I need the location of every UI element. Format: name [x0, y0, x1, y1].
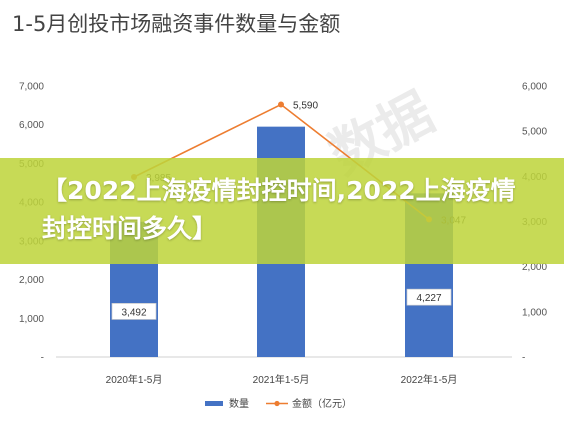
category-label: 2020年1-5月: [106, 373, 163, 386]
line-point-2: [278, 101, 284, 108]
legend-label: 数量: [229, 397, 249, 410]
legend-label: 金额（亿元）: [292, 397, 352, 410]
chart-title: 1-5月创投市场融资事件数量与金额: [12, 12, 341, 36]
right-axis-tick-label: 5,000: [522, 127, 547, 138]
left-axis-tick-label: 7,000: [19, 82, 44, 93]
overlay-banner-text: 【2022上海疫情封控时间,2022上海疫情封控时间多久】: [42, 176, 516, 243]
line-data-label: 5,590: [293, 101, 318, 112]
bar-series: 3,492 4,227: [110, 126, 453, 358]
bar-data-label-box: [406, 288, 452, 306]
category-label: 2021年1-5月: [253, 373, 310, 386]
overlay-banner: 【2022上海疫情封控时间,2022上海疫情封控时间多久】: [0, 158, 564, 264]
category-label: 2022年1-5月: [401, 373, 458, 386]
left-axis-tick-label: 1,000: [19, 314, 44, 325]
bar-data-label: 3,492: [121, 307, 146, 318]
legend-swatch-marker: [274, 400, 280, 407]
right-axis-tick-label: 6,000: [522, 82, 547, 93]
legend: 数量 金额（亿元）: [205, 397, 352, 410]
bar-data-label: 4,227: [416, 293, 441, 304]
right-axis-tick-label: 1,000: [522, 307, 547, 318]
bar-data-label-box: [111, 303, 157, 320]
x-axis-labels: 2020年1-5月 2021年1-5月 2022年1-5月: [106, 373, 458, 386]
left-axis-tick-label: -: [41, 353, 44, 364]
right-axis-tick-label: 2,000: [522, 262, 547, 273]
left-axis-tick-label: 2,000: [19, 275, 44, 286]
legend-swatch-bar: [205, 401, 223, 406]
right-axis-tick-label: -: [522, 353, 525, 364]
left-axis-tick-label: 6,000: [19, 120, 44, 131]
